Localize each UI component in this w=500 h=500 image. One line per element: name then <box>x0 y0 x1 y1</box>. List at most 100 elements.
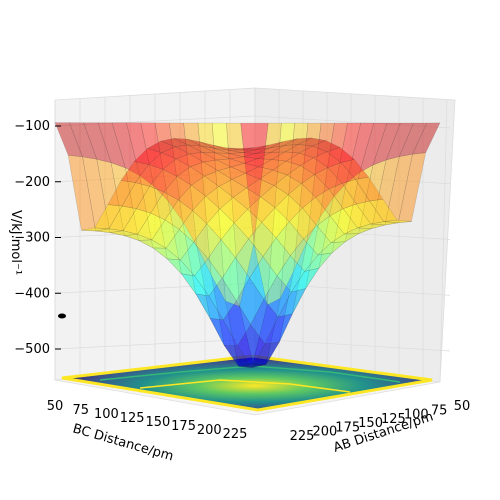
surface-patch <box>359 122 388 174</box>
surface-patch <box>232 187 262 210</box>
surface-patch <box>206 208 235 240</box>
surface-patch <box>236 277 265 326</box>
surface-patch <box>243 158 273 167</box>
grid-line <box>254 282 451 296</box>
surface-patch <box>248 221 277 258</box>
surface-patch <box>217 166 247 180</box>
grid-line <box>54 115 256 127</box>
surface-patch <box>228 152 257 158</box>
surface-patch <box>250 298 279 345</box>
surface-patch <box>226 122 255 307</box>
surface-patch <box>317 241 347 256</box>
surface-patch <box>162 158 191 177</box>
surface-patch <box>164 199 193 230</box>
surface-patch <box>195 293 224 321</box>
surface-patch <box>124 233 152 241</box>
surface-patch <box>257 151 286 160</box>
surface-patch <box>263 275 292 318</box>
surface-patch <box>67 155 97 232</box>
surface-patch <box>372 122 401 166</box>
floor-contour-line-2 <box>139 379 351 393</box>
surface-patch <box>327 162 356 184</box>
surface-patch <box>205 186 234 210</box>
surface-patch <box>273 174 302 196</box>
surface-patch <box>153 185 182 275</box>
surface-patch <box>95 228 124 233</box>
potential-surface <box>54 122 441 368</box>
surface-patch <box>299 157 329 175</box>
surface-patch <box>249 256 278 300</box>
surface-patch <box>345 122 375 184</box>
z-tick-label: −300 <box>14 231 50 246</box>
surface-patch <box>189 161 219 177</box>
floor-contour-line <box>99 365 401 383</box>
surface-patch <box>154 122 183 222</box>
surface-patch <box>286 165 316 184</box>
surface-patch <box>108 205 137 231</box>
x-tick-label: 175 <box>335 420 360 435</box>
surface-patch <box>330 233 360 244</box>
surface-patch <box>260 185 289 208</box>
surface-patch <box>210 274 239 367</box>
surface-patch <box>133 148 163 165</box>
surface-patch <box>82 156 111 233</box>
surface-patch <box>315 188 344 217</box>
surface-patch <box>259 169 288 186</box>
surface-patch <box>211 122 240 307</box>
surface-patch <box>316 215 345 244</box>
grid-line <box>54 338 256 350</box>
surface-patch <box>292 217 321 314</box>
surface-patch <box>230 163 260 174</box>
surface-patch <box>341 179 371 205</box>
surface-patch <box>152 247 182 261</box>
surface-patch <box>165 229 194 261</box>
surface-patch <box>371 156 400 229</box>
floor-contour <box>61 354 433 412</box>
surface-patch <box>177 184 207 211</box>
surface-patch <box>412 122 441 155</box>
surface-patch <box>276 255 305 293</box>
surface-patch <box>96 158 125 236</box>
surface-patch <box>209 317 238 346</box>
surface-patch <box>261 207 290 239</box>
surface-patch <box>81 227 109 232</box>
y-tick-label: 50 <box>47 399 64 414</box>
surface-patch <box>109 230 138 236</box>
surface-patch <box>208 277 237 321</box>
surface-patch <box>219 197 248 224</box>
surface-patch <box>221 257 250 302</box>
grid-line <box>254 227 451 240</box>
surface-patch <box>83 122 112 164</box>
y-tick-label: 150 <box>145 415 170 430</box>
surface-patch <box>238 363 267 368</box>
surface-patch <box>340 159 370 180</box>
y-tick-label: 175 <box>171 419 196 434</box>
surface-patch <box>188 144 216 154</box>
x-tick-label: 200 <box>312 425 337 440</box>
grid-line <box>54 171 256 183</box>
surface-patch <box>204 170 233 187</box>
surface-patch <box>290 267 320 293</box>
surface-patch <box>151 219 180 249</box>
surface-patch <box>140 122 169 202</box>
surface-patch <box>122 208 152 235</box>
surface-patch <box>306 122 335 243</box>
surface-patch <box>110 162 139 241</box>
gridlines <box>54 88 451 383</box>
surface-patch <box>243 152 271 159</box>
grid-line <box>254 115 451 129</box>
surface-patch <box>201 145 229 154</box>
surface-patch <box>279 242 308 343</box>
surface-patch <box>215 152 244 160</box>
surface-patch <box>233 208 263 240</box>
surface-patch <box>163 175 192 201</box>
surface-patch <box>293 122 322 272</box>
surface-patch <box>227 149 256 153</box>
surface-patch <box>344 227 372 235</box>
surface-patch <box>301 174 330 198</box>
surface-patch <box>313 151 342 168</box>
surface-patch <box>262 237 291 277</box>
surface-patch <box>318 182 347 270</box>
x-tick-label: 225 <box>290 429 315 444</box>
